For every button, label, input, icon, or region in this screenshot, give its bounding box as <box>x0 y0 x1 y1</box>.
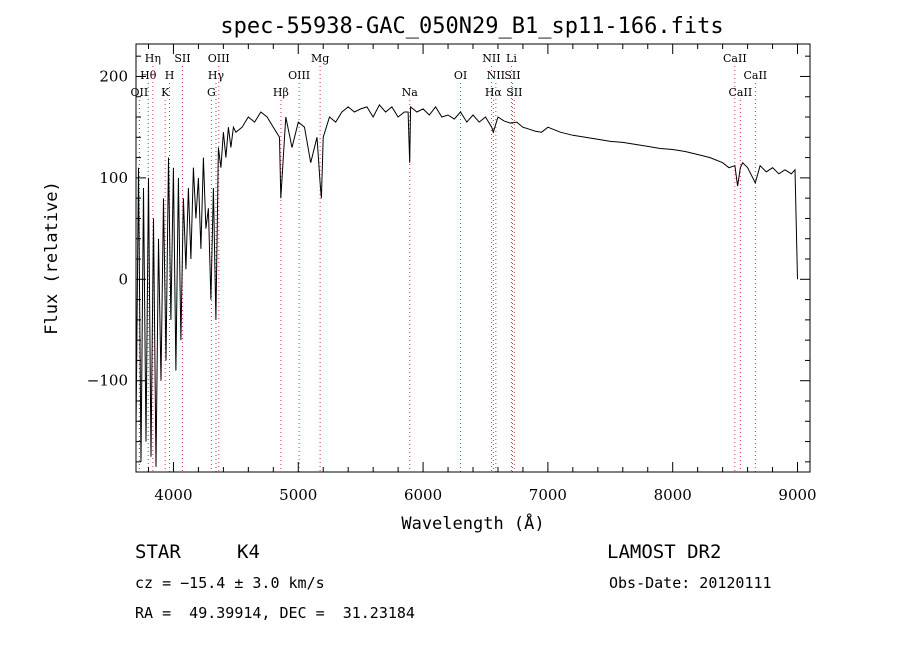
object-type: STAR <box>135 541 181 563</box>
line-label-7: Hγ <box>208 69 225 82</box>
line-label-4: H <box>165 69 175 82</box>
line-label-17: Li <box>506 52 517 65</box>
line-label-22: CaII <box>743 69 767 82</box>
line-label-6: G <box>207 86 216 99</box>
x-tick-label-0: 4000 <box>154 486 192 504</box>
x-tick-label-4: 8000 <box>654 486 692 504</box>
x-tick-label-1: 5000 <box>279 486 317 504</box>
y-tick-label-2: 100 <box>99 169 128 187</box>
y-axis: −100 0 100 200 <box>87 55 810 463</box>
line-label-18: SII <box>504 69 520 82</box>
line-label-2: Hη <box>145 52 161 65</box>
line-label-21: CaII <box>729 86 753 99</box>
survey-name: LAMOST DR2 <box>607 541 722 563</box>
y-tick-label-3: 200 <box>99 67 128 85</box>
y-tick-label-0: −100 <box>87 372 128 390</box>
coordinates-readout: RA = 49.39914, DEC = 31.23184 <box>135 604 415 622</box>
x-tick-label-3: 7000 <box>529 486 567 504</box>
line-label-0: OII <box>131 86 149 99</box>
line-label-19: SII <box>506 86 522 99</box>
line-label-5: SII <box>174 52 190 65</box>
line-label-8: OIII <box>208 52 230 65</box>
x-axis: 4000 5000 6000 7000 8000 9000 <box>147 44 817 504</box>
spectrum-layer <box>135 104 798 467</box>
line-label-11: Mg <box>311 52 329 65</box>
y-axis-label: Flux (relative) <box>42 181 62 335</box>
plot-frame <box>135 43 811 473</box>
spectrum-line <box>135 104 798 467</box>
velocity-readout: cz = −15.4 ± 3.0 km/s <box>135 574 325 592</box>
line-label-10: OIII <box>288 69 310 82</box>
line-label-1: Hθ <box>140 69 157 82</box>
x-tick-label-5: 9000 <box>778 486 816 504</box>
line-label-16: NII <box>487 69 505 82</box>
spectral-subclass: K4 <box>237 541 260 563</box>
line-label-15: Hα <box>485 86 503 99</box>
line-markers: OIIHθHηKHSIIGHγOIIIHβOIIIMgNaOINIIHαNIIL… <box>131 52 767 472</box>
y-tick-label-1: 0 <box>118 270 128 288</box>
x-tick-label-2: 6000 <box>404 486 442 504</box>
observation-date: Obs-Date: 20120111 <box>609 574 772 592</box>
line-label-14: NII <box>482 52 500 65</box>
line-label-13: OI <box>454 69 467 82</box>
line-label-9: Hβ <box>273 86 289 99</box>
line-label-3: K <box>161 86 170 99</box>
x-axis-label: Wavelength (Å) <box>401 512 544 534</box>
chart-title: spec-55938-GAC_050N29_B1_sp11-166.fits <box>220 14 723 39</box>
line-label-12: Na <box>402 86 419 99</box>
line-label-20: CaII <box>723 52 747 65</box>
